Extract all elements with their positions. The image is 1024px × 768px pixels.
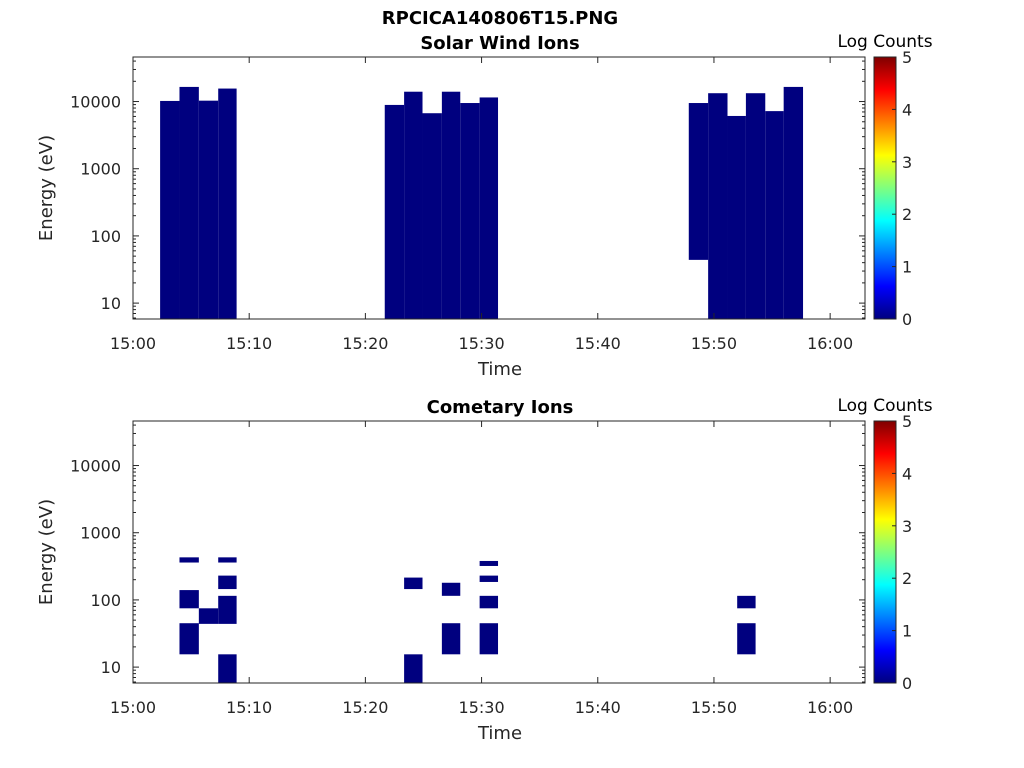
colorbar-tick-label: 0: [902, 310, 912, 329]
x-tick-label: 16:00: [807, 698, 853, 717]
heatmap-cell: [460, 103, 480, 319]
heatmap-cell: [727, 115, 746, 320]
colorbar-tick-label: 2: [902, 205, 912, 224]
y-tick-label: 100: [90, 227, 121, 246]
heatmap-cell: [160, 100, 180, 319]
plot-frame: [132, 56, 866, 320]
heatmap-cell: [404, 577, 423, 590]
heatmap-cell: [441, 582, 461, 596]
heatmap-cell: [198, 608, 219, 624]
x-tick-label: 15:40: [575, 698, 621, 717]
panel-1: 15:00 15:10 15:20 15:30 15:40 15:50 16:0010100…: [36, 32, 933, 380]
x-axis-label: Time: [477, 723, 522, 744]
panel-title: Solar Wind Ions: [420, 33, 579, 54]
heatmap-cell: [441, 91, 461, 320]
colorbar-tick-label: 5: [902, 48, 912, 67]
colorbar-tick-label: 1: [902, 258, 912, 277]
heatmap-cell: [737, 623, 756, 655]
heatmap-cell: [384, 104, 405, 320]
heatmap-cell: [179, 623, 199, 655]
heatmap-cell: [479, 97, 499, 319]
panel-2: 15:00 15:10 15:20 15:30 15:40 15:50 16:0010100…: [36, 396, 933, 744]
heatmap-cell: [179, 86, 199, 319]
heatmap-cell: [179, 590, 199, 609]
y-tick-label: 1000: [80, 524, 121, 543]
figure-title: RPCICA140806T15.PNG: [382, 8, 618, 29]
heatmap-cell: [441, 623, 461, 655]
colorbar-label: Log Counts: [837, 396, 932, 416]
colorbar-gradient: [873, 420, 897, 684]
colorbar-gradient: [873, 56, 897, 320]
x-tick-label: 15:50: [691, 698, 737, 717]
heatmap-cell: [218, 575, 237, 590]
colorbar-tick-label: 5: [902, 412, 912, 431]
heatmap-cell: [479, 595, 499, 609]
x-tick-label: 15:30: [459, 698, 505, 717]
x-tick-label: 15:50: [691, 334, 737, 353]
heatmap-cell: [218, 88, 237, 319]
colorbar-tick-label: 3: [902, 153, 912, 172]
heatmap-cell: [745, 93, 766, 320]
y-tick-label: 10: [101, 294, 121, 313]
heatmap-cell: [179, 557, 199, 563]
plot-frame: [132, 420, 866, 684]
y-axis-label: Energy (eV): [36, 499, 57, 605]
heatmap-cell: [198, 100, 219, 319]
heatmap-cell: [479, 623, 499, 655]
x-tick-label: 15:20: [342, 334, 388, 353]
x-tick-label: 16:00: [807, 334, 853, 353]
heatmap-cell: [765, 111, 784, 320]
x-tick-label: 15:00: [110, 334, 156, 353]
panel-title: Cometary Ions: [427, 397, 574, 418]
x-tick-label: 15:20: [342, 698, 388, 717]
colorbar-tick-label: 3: [902, 517, 912, 536]
colorbar-tick-label: 4: [902, 100, 912, 119]
y-tick-label: 100: [90, 591, 121, 610]
x-axis-label: Time: [477, 359, 522, 380]
heatmap-cell: [688, 103, 709, 260]
heatmap-cell: [404, 91, 423, 320]
x-tick-label: 15:10: [226, 334, 272, 353]
x-tick-label: 15:30: [459, 334, 505, 353]
y-axis-label: Energy (eV): [36, 135, 57, 241]
heatmap-cell: [404, 654, 423, 683]
x-tick-label: 15:00: [110, 698, 156, 717]
colorbar-tick-label: 1: [902, 622, 912, 641]
x-tick-label: 15:10: [226, 698, 272, 717]
heatmap-cell: [218, 557, 237, 563]
heatmap-cell: [479, 575, 499, 582]
heatmap-cell: [479, 560, 499, 566]
y-tick-label: 10000: [70, 457, 121, 476]
y-tick-label: 10: [101, 658, 121, 677]
heatmap-cell: [218, 654, 237, 683]
y-tick-label: 1000: [80, 160, 121, 179]
colorbar-label: Log Counts: [837, 32, 932, 52]
heatmap-cell: [737, 595, 756, 609]
heatmap-cell: [422, 113, 442, 319]
heatmap-cell: [218, 595, 237, 624]
colorbar-tick-label: 0: [902, 674, 912, 693]
colorbar-tick-label: 2: [902, 569, 912, 588]
y-tick-label: 10000: [70, 93, 121, 112]
heatmap-cell: [708, 93, 728, 320]
x-tick-label: 15:40: [575, 334, 621, 353]
colorbar-tick-label: 4: [902, 464, 912, 483]
heatmap-cell: [783, 86, 804, 319]
